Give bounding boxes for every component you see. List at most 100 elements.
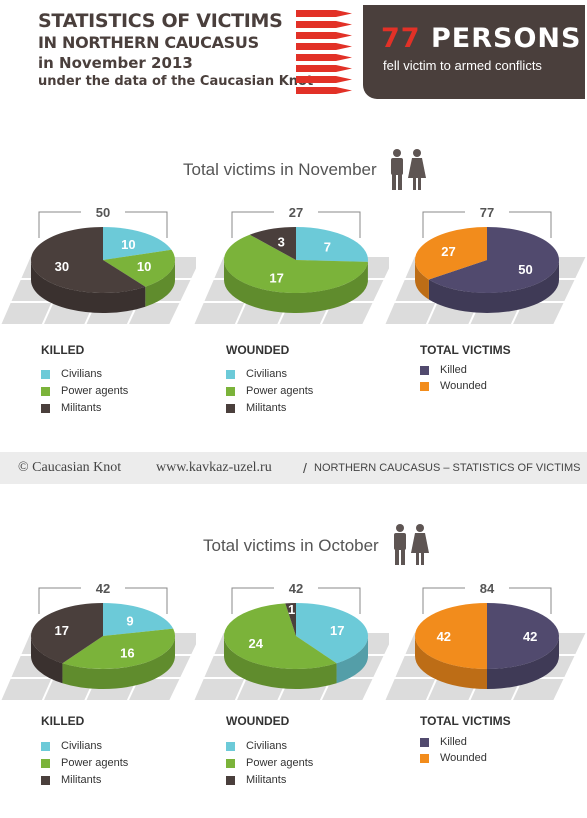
pie-slice-power-agents <box>223 234 368 293</box>
pie-side-power-agents <box>224 636 337 689</box>
october-section-title: Total victims in October <box>203 536 379 555</box>
wounded-november-pie: 27 7 17 3 <box>193 205 389 326</box>
infographic-title: STATISTICS OF VICTIMS IN NORTHERN CAUCAS… <box>38 10 314 91</box>
legend-item-wounded: Wounded <box>420 379 511 393</box>
total-label: 42 <box>96 581 110 596</box>
pie-slice-civilians <box>103 603 174 636</box>
total-label: 42 <box>289 581 303 596</box>
total-bracket <box>231 211 361 238</box>
total-label: 84 <box>480 581 495 596</box>
legend-title: KILLED <box>41 343 85 357</box>
total-label: 77 <box>480 205 494 220</box>
total-label: 50 <box>96 205 110 220</box>
pie-value-label: 9 <box>126 614 133 629</box>
legend-item-power-agents: Power agents <box>41 756 128 770</box>
pie-side-power-agents <box>224 260 368 313</box>
pie-value-label: 24 <box>249 636 264 651</box>
pie-side-killed <box>428 260 559 313</box>
total-persons-badge: 77 PERSONS fell victim to armed conflict… <box>363 5 585 99</box>
november-section-title: Total victims in November <box>183 160 377 179</box>
pie-slice-militants <box>30 227 146 293</box>
footer-tagline: NORTHERN CAUCASUS – STATISTICS OF VICTIM… <box>314 462 581 474</box>
total-bracket <box>231 587 361 614</box>
legend-item-power-agents: Power agents <box>41 384 128 398</box>
legend-item-killed: Killed <box>420 363 511 377</box>
badge-word: PERSONS <box>430 23 582 54</box>
legend-item-wounded: Wounded <box>420 751 511 765</box>
pie-slice-civilians <box>296 227 368 262</box>
pie-value-label: 27 <box>441 244 455 259</box>
pie-value-label: 1 <box>288 602 295 617</box>
title-line-4: under the data of the Caucasian Knot <box>38 74 314 89</box>
people-icon <box>391 149 426 190</box>
total-victims-november-pie: 77 50 27 <box>384 205 587 326</box>
legend-item-power-agents: Power agents <box>226 756 313 770</box>
wounded-october-pie: 42 17 24 1 <box>193 581 389 702</box>
title-line-2: IN NORTHERN CAUCASUS <box>38 33 259 52</box>
pie-slice-power-agents <box>62 628 175 669</box>
pie-value-label: 50 <box>518 262 532 277</box>
total-bracket <box>38 211 168 238</box>
pie-value-label: 16 <box>120 645 134 660</box>
footer-separator: / <box>303 460 307 476</box>
killed-october-pie: 42 9 16 17 <box>0 581 196 702</box>
total-bracket <box>422 211 552 238</box>
pie-side-militants <box>31 636 63 684</box>
pie-value-label: 3 <box>278 234 285 249</box>
total-bracket <box>38 587 168 614</box>
site-url: www.kavkaz-uzel.ru <box>156 460 272 475</box>
pie-value-label: 30 <box>55 259 69 274</box>
pie-side-power-agents <box>62 636 175 689</box>
pie-side-civilians <box>336 636 368 684</box>
legend-item-killed: Killed <box>420 735 511 749</box>
pie-value-label: 10 <box>137 259 151 274</box>
title-line-3: in November 2013 <box>38 54 193 72</box>
pie-value-label: 7 <box>324 239 331 254</box>
people-icon <box>394 524 429 565</box>
pie-slice-power-agents <box>224 603 337 669</box>
killed-november-legend: KILLED Civilians Power agents Militants <box>41 343 128 415</box>
badge-headline: 77 PERSONS <box>381 23 581 54</box>
legend-title: TOTAL VICTIMS <box>420 714 511 728</box>
legend-item-power-agents: Power agents <box>226 384 313 398</box>
pie-slice-civilians <box>296 603 368 664</box>
pie-value-label: 17 <box>330 623 344 638</box>
legend-item-civilians: Civilians <box>226 367 313 381</box>
legend-item-militants: Militants <box>41 401 128 415</box>
total-victims-november-legend: TOTAL VICTIMS Killed Wounded <box>420 343 511 393</box>
legend-title: TOTAL VICTIMS <box>420 343 511 357</box>
total-victims-october-pie: 84 42 42 <box>384 581 587 702</box>
legend-title: WOUNDED <box>226 714 290 728</box>
pie-slice-militants <box>249 227 296 260</box>
title-line-1: STATISTICS OF VICTIMS <box>38 10 283 32</box>
pie-side-militants <box>31 260 146 313</box>
legend-item-civilians: Civilians <box>41 367 128 381</box>
legend-item-militants: Militants <box>226 773 313 787</box>
legend-item-civilians: Civilians <box>226 739 313 753</box>
pie-slice-militants <box>285 603 296 636</box>
pie-slice-wounded <box>415 603 487 669</box>
pie-slice-wounded <box>415 227 487 280</box>
legend-item-militants: Militants <box>41 773 128 787</box>
legend-item-civilians: Civilians <box>41 739 128 753</box>
total-victims-october-legend: TOTAL VICTIMS Killed Wounded <box>420 714 511 765</box>
pie-value-label: 10 <box>121 237 135 252</box>
pie-value-label: 17 <box>269 271 283 286</box>
badge-caption: fell victim to armed conflicts <box>383 58 542 73</box>
wounded-november-legend: WOUNDED Civilians Power agents Militants <box>226 343 313 415</box>
total-label: 27 <box>289 205 303 220</box>
legend-item-militants: Militants <box>226 401 313 415</box>
pie-slice-killed <box>487 603 559 669</box>
pie-side-killed <box>487 636 559 689</box>
copyright-text: © Caucasian Knot <box>18 460 122 475</box>
wounded-october-legend: WOUNDED Civilians Power agents Militants <box>226 714 313 787</box>
pie-value-label: 42 <box>523 629 537 644</box>
legend-title: KILLED <box>41 714 85 728</box>
killed-october-legend: KILLED Civilians Power agents Militants <box>41 714 128 787</box>
pie-value-label: 42 <box>437 629 451 644</box>
badge-number: 77 <box>381 23 421 54</box>
pie-side-wounded <box>415 636 487 689</box>
pie-slice-civilians <box>103 227 172 260</box>
pie-side-wounded <box>415 260 429 300</box>
